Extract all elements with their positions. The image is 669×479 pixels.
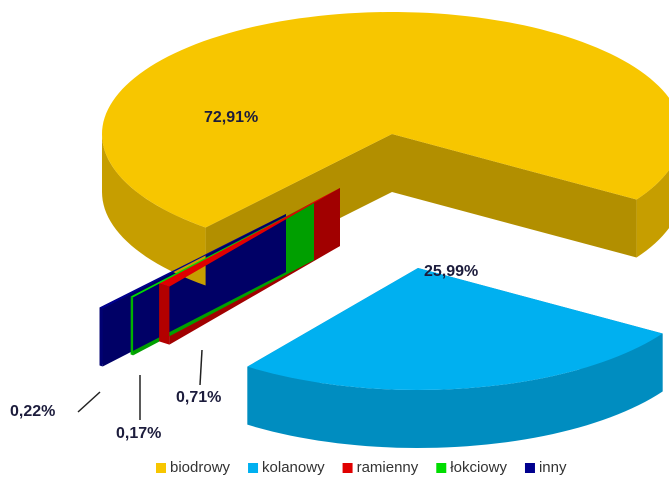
slice bbox=[102, 12, 669, 228]
legend-swatch bbox=[342, 463, 353, 473]
legend-swatch bbox=[436, 463, 447, 473]
legend-swatch bbox=[524, 463, 535, 473]
slice-wall bbox=[99, 307, 103, 367]
value-label: 25,99% bbox=[424, 263, 478, 280]
slice bbox=[130, 202, 314, 298]
slice-side bbox=[392, 134, 637, 258]
legend-label: ramienny bbox=[357, 459, 419, 476]
value-label: 72,91% bbox=[204, 109, 258, 126]
slice-wall bbox=[102, 134, 206, 286]
slice-wall bbox=[636, 170, 669, 258]
value-label: 0,17% bbox=[116, 425, 161, 442]
slice bbox=[247, 268, 663, 390]
slice-wall bbox=[159, 283, 170, 345]
leader-line bbox=[77, 391, 101, 413]
legend-swatch bbox=[248, 463, 259, 473]
value-label: 0,22% bbox=[10, 403, 55, 420]
legend-label: kolanowy bbox=[262, 459, 325, 476]
legend-swatch bbox=[156, 463, 166, 473]
slice-wall bbox=[130, 296, 134, 356]
leader-line bbox=[199, 349, 203, 386]
legend-label: łokciowy bbox=[450, 459, 507, 476]
legend-label: biodrowy bbox=[170, 459, 231, 476]
value-label: 0,71% bbox=[176, 389, 221, 406]
legend-label: inny bbox=[539, 459, 567, 476]
slice bbox=[99, 214, 286, 309]
slice bbox=[159, 188, 340, 287]
slice-wall bbox=[247, 333, 663, 448]
slice-side bbox=[102, 214, 286, 367]
